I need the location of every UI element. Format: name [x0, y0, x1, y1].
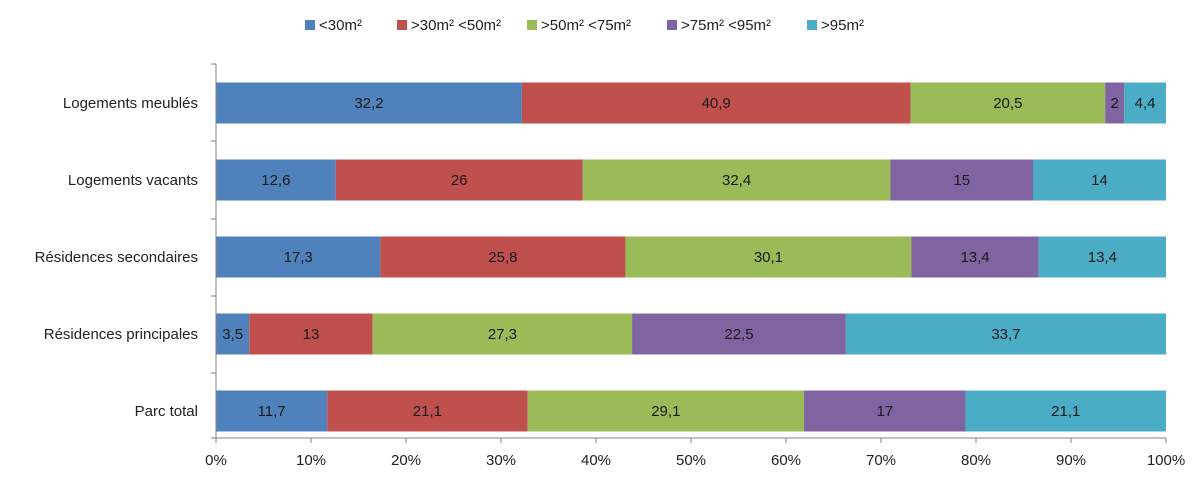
tick-label: 70%: [866, 452, 896, 469]
value-axis: 0% 10% 20% 30% 40% 50% 60% 70% 80% 90% 100%: [205, 437, 1185, 469]
data-label: 14: [1091, 172, 1108, 189]
tick-label: 20%: [391, 452, 421, 469]
bar-segment: [582, 159, 891, 201]
legend-swatch: [397, 20, 407, 30]
bar-segment: [1105, 82, 1125, 124]
category-label: Résidences principales: [44, 326, 198, 343]
bar-segment: [890, 159, 1033, 201]
data-label: 17: [876, 403, 893, 420]
data-label: 15: [953, 172, 970, 189]
legend-entry: <30m²: [305, 17, 362, 34]
bar-segment: [372, 313, 633, 355]
bar-segment: [335, 159, 583, 201]
data-label: 32,4: [722, 172, 751, 189]
data-label: 30,1: [754, 249, 783, 266]
bar-segment: [632, 313, 846, 355]
legend-label: >75m² <95m²: [681, 17, 771, 34]
legend-entry: >95m²: [807, 17, 864, 34]
category-label: Résidences secondaires: [35, 249, 198, 266]
bar-segment: [965, 390, 1166, 432]
bar-segment: [327, 390, 528, 432]
tick-label: 40%: [581, 452, 611, 469]
data-label: 11,7: [258, 403, 286, 420]
data-label: 4,4: [1135, 95, 1156, 112]
bar-segment: [216, 159, 336, 201]
legend-swatch: [305, 20, 315, 30]
data-label: 13,4: [960, 249, 989, 266]
tick-label: 90%: [1056, 452, 1086, 469]
legend-label: >30m² <50m²: [411, 17, 501, 34]
bar-segment: [625, 236, 912, 278]
tick-label: 100%: [1147, 452, 1185, 469]
plot-area: 32,2 40,9 20,5 2 4,4 12,6 26 32,4 15 14 17,3 25,8 30…: [216, 82, 1166, 432]
bar-segment: [216, 313, 250, 355]
category-axis: Logements meublés Logements vacants Réside…: [35, 63, 217, 439]
bar-segment: [216, 82, 522, 124]
bar-segment: [527, 390, 805, 432]
bar-segment: [804, 390, 966, 432]
data-label: 22,5: [724, 326, 753, 343]
bar-segment: [845, 313, 1166, 355]
chart-legend: <30m² >30m² <50m² >50m² <75m² >75m² <95m² >9…: [305, 17, 864, 34]
bar-segment: [216, 390, 328, 432]
category-label: Logements meublés: [63, 95, 198, 112]
bar-segment: [521, 82, 911, 124]
data-label: 32,2: [354, 95, 383, 112]
tick-label: 60%: [771, 452, 801, 469]
data-label: 17,3: [284, 249, 313, 266]
data-label: 33,7: [991, 326, 1020, 343]
legend-entry: >50m² <75m²: [527, 17, 631, 34]
legend-label: >95m²: [821, 17, 864, 34]
legend-label: <30m²: [319, 17, 362, 34]
category-label: Parc total: [135, 403, 198, 420]
data-label: 40,9: [702, 95, 731, 112]
data-label: 25,8: [488, 249, 517, 266]
bar-segment: [910, 82, 1106, 124]
data-label: 2: [1111, 95, 1119, 112]
data-label: 29,1: [651, 403, 680, 420]
bar-segment: [216, 236, 381, 278]
bar-segment: [911, 236, 1039, 278]
data-label: 21,1: [413, 403, 442, 420]
legend-entry: >75m² <95m²: [667, 17, 771, 34]
data-label: 3,5: [222, 326, 243, 343]
category-label: Logements vacants: [68, 172, 198, 189]
bar-segment: [1033, 159, 1166, 201]
legend-swatch: [527, 20, 537, 30]
legend-swatch: [807, 20, 817, 30]
legend-label: >50m² <75m²: [541, 17, 631, 34]
tick-label: 80%: [961, 452, 991, 469]
data-label: 27,3: [488, 326, 517, 343]
data-label: 13: [303, 326, 320, 343]
data-label: 21,1: [1051, 403, 1080, 420]
data-label: 26: [451, 172, 468, 189]
data-label: 20,5: [993, 95, 1022, 112]
bar-segment: [249, 313, 373, 355]
legend-entry: >30m² <50m²: [397, 17, 501, 34]
tick-label: 50%: [676, 452, 706, 469]
legend-swatch: [667, 20, 677, 30]
bar-segment: [1124, 82, 1166, 124]
data-label: 12,6: [261, 172, 290, 189]
data-label: 13,4: [1088, 249, 1117, 266]
tick-label: 0%: [205, 452, 227, 469]
tick-label: 30%: [486, 452, 516, 469]
bar-segment: [380, 236, 626, 278]
tick-label: 10%: [296, 452, 326, 469]
bar-segment: [1038, 236, 1166, 278]
